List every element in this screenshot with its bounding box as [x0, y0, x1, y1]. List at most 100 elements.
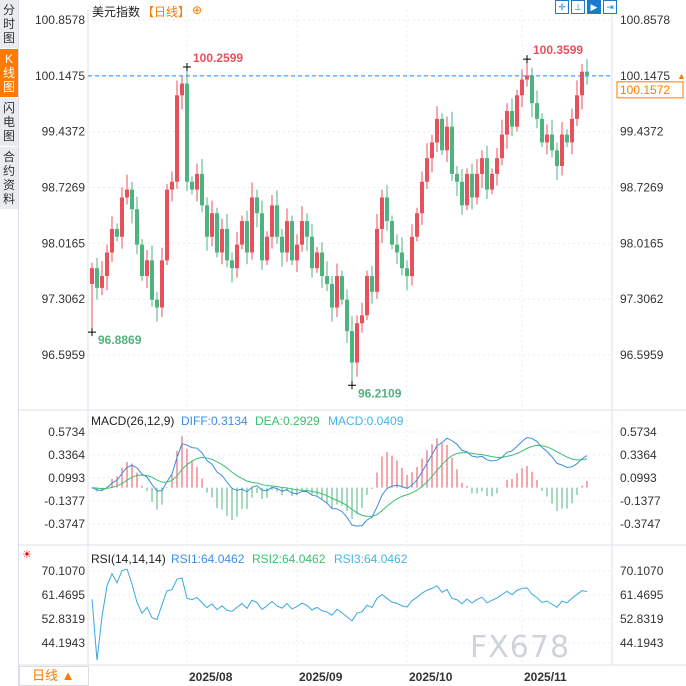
candle-body — [460, 181, 464, 206]
candle-body — [250, 197, 254, 253]
candle-body — [160, 260, 164, 308]
diff-line — [91, 437, 588, 527]
rsi-legend-2: RSI2:64.0462 — [252, 552, 326, 566]
sidebar: 分时图 K线图 闪电图 合约资料 — [0, 0, 19, 686]
price-ytick-left: 99.4372 — [42, 125, 86, 139]
candle-body — [455, 173, 459, 182]
period-select-button[interactable]: 日线 ▲ — [19, 666, 89, 686]
candle-body — [125, 189, 129, 198]
candle-body — [480, 158, 484, 174]
price-ytick-right: 100.8578 — [620, 13, 670, 27]
macd-legend-diff: DIFF:0.3134 — [181, 414, 248, 428]
candle-body — [265, 236, 269, 261]
candle-body — [580, 71, 584, 96]
candle-body — [405, 268, 409, 277]
circle-plus-icon[interactable]: ⊕ — [192, 3, 203, 17]
candle-body — [170, 181, 174, 190]
price-ytick-right: 96.5959 — [620, 348, 664, 362]
candle-body — [570, 118, 574, 143]
rsi-ytick-right: 44.1943 — [620, 636, 664, 650]
candle-body — [500, 134, 504, 159]
macd-ytick-left: 0.0993 — [48, 471, 85, 485]
xtick-label: 2025/11 — [524, 670, 567, 684]
rsi-ytick-left: 52.8319 — [42, 612, 86, 626]
candle-body — [545, 134, 549, 143]
macd-legend-macd: MACD:0.0409 — [328, 414, 404, 428]
candle-body — [510, 111, 514, 127]
candle-body — [130, 189, 134, 210]
candle-body — [140, 244, 144, 277]
period-label: 【日线】 — [142, 5, 191, 19]
extreme-label: 96.8869 — [98, 333, 142, 347]
candle-body — [540, 118, 544, 143]
candle-body — [235, 244, 239, 269]
candle-body — [420, 181, 424, 214]
extreme-label: 96.2109 — [358, 386, 402, 400]
candle-body — [225, 228, 229, 261]
candle-body — [145, 260, 149, 277]
tab-timeshare[interactable]: 分时图 — [0, 0, 18, 49]
candle-body — [515, 95, 519, 127]
extreme-marker — [183, 62, 191, 71]
candle-body — [535, 103, 539, 119]
candle-body — [370, 276, 374, 292]
candle-body — [350, 331, 354, 363]
candle-body — [415, 213, 419, 237]
candle-body — [380, 197, 384, 229]
candle-body — [95, 268, 99, 288]
rsi-line — [91, 568, 588, 661]
rsi-ytick-right: 52.8319 — [620, 612, 664, 626]
candle-body — [565, 134, 569, 143]
rsi-ytick-right: 70.1070 — [620, 564, 664, 578]
candle-body — [190, 181, 194, 190]
candle-body — [260, 213, 264, 261]
candle-body — [315, 252, 319, 269]
candle-body — [290, 221, 294, 261]
settings-sun-icon[interactable]: ☀ — [22, 549, 32, 561]
candle-body — [205, 205, 209, 237]
candle-body — [215, 213, 219, 253]
candle-body — [450, 126, 454, 174]
rsi-ytick-right: 61.4695 — [620, 588, 664, 602]
candle-body — [430, 142, 434, 159]
candle-body — [555, 150, 559, 167]
price-ytick-right: 98.7269 — [620, 180, 664, 194]
candle-body — [280, 236, 284, 253]
candle-body — [340, 276, 344, 300]
macd-legend-dea: DEA:0.2929 — [255, 414, 320, 428]
candle-body — [275, 205, 279, 237]
macd-legend-name: MACD(26,12,9) — [91, 414, 175, 428]
crosshair-icon[interactable]: ✛ — [555, 0, 569, 14]
tab-contract-info[interactable]: 合约资料 — [0, 147, 18, 210]
price-ytick-left: 96.5959 — [42, 348, 86, 362]
price-ytick-left: 100.1475 — [35, 69, 85, 83]
candle-body — [355, 323, 359, 363]
candle-body — [445, 126, 449, 151]
candle-body — [135, 209, 139, 245]
xtick-label: 2025/08 — [189, 670, 233, 684]
candle-body — [335, 276, 339, 308]
candle-body — [110, 228, 114, 253]
macd-ytick-right: 0.0993 — [620, 471, 657, 485]
dea-line — [91, 444, 588, 517]
play-range-icon[interactable]: ▶ — [587, 0, 601, 14]
price-ytick-right: 97.3062 — [620, 292, 664, 306]
watermark-logo: FX678 — [470, 630, 571, 665]
candle-body — [520, 79, 524, 96]
candle-body — [425, 158, 429, 182]
price-ytick-left: 98.7269 — [42, 180, 86, 194]
macd-ytick-left: 0.3364 — [48, 448, 85, 462]
tab-flash[interactable]: 闪电图 — [0, 98, 18, 147]
price-ytick-left: 100.8578 — [35, 13, 85, 27]
extreme-marker — [88, 328, 96, 337]
candle-body — [155, 299, 159, 308]
jump-end-icon[interactable]: ⇥ — [603, 0, 617, 14]
candle-body — [100, 276, 104, 288]
tab-kline[interactable]: K线图 — [0, 49, 18, 98]
price-ytick-left: 97.3062 — [42, 292, 86, 306]
candle-body — [220, 228, 224, 253]
xtick-label: 2025/10 — [409, 670, 453, 684]
zoom-range-icon[interactable]: ⊥ — [571, 0, 585, 14]
rsi-legend-1: RSI1:64.0462 — [171, 552, 245, 566]
